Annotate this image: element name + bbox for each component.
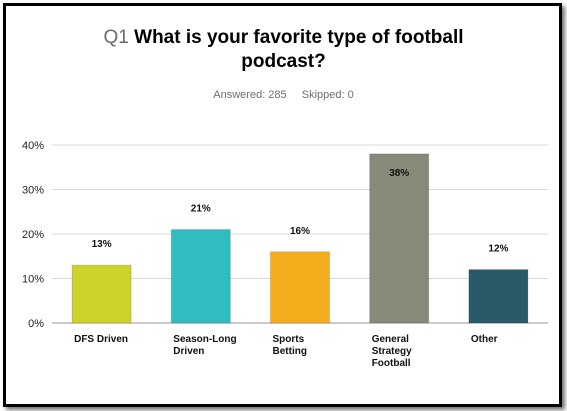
y-tick-label: 40% (22, 140, 44, 152)
y-tick-label: 10% (22, 274, 44, 286)
x-tick-label: Driven (173, 346, 204, 357)
bar (170, 229, 231, 324)
data-label: 21% (191, 204, 211, 215)
bar (71, 264, 132, 324)
data-label: 12% (488, 244, 508, 255)
bar (369, 153, 430, 324)
x-tick-label: Strategy (372, 346, 412, 357)
x-tick-label: Sports (273, 334, 305, 345)
answered-count: Answered: 285 (213, 89, 287, 101)
y-tick-label: 0% (28, 318, 44, 330)
response-stats: Answered: 285 Skipped: 0 (0, 89, 567, 101)
question-title: Q1 What is your favorite type of footbal… (0, 26, 567, 74)
x-tick-label: Betting (273, 346, 307, 357)
question-number: Q1 (103, 27, 129, 48)
data-label: 38% (389, 168, 409, 179)
y-tick-label: 30% (22, 185, 44, 197)
x-tick-label: Football (372, 358, 411, 369)
skipped-count: Skipped: 0 (301, 89, 354, 101)
question-text-line1: What is your favorite type of football (134, 27, 464, 48)
question-text-line2: podcast? (241, 51, 326, 72)
y-tick-label: 20% (22, 229, 44, 241)
bar (270, 251, 330, 324)
x-tick-label: Season-Long (173, 334, 236, 345)
data-label: 16% (290, 226, 310, 237)
data-label: 13% (92, 239, 112, 250)
chart-frame (3, 3, 562, 407)
x-tick-label: DFS Driven (74, 334, 128, 345)
x-tick-label: General (372, 334, 409, 345)
x-tick-label: Other (471, 334, 498, 345)
bar (468, 269, 529, 324)
